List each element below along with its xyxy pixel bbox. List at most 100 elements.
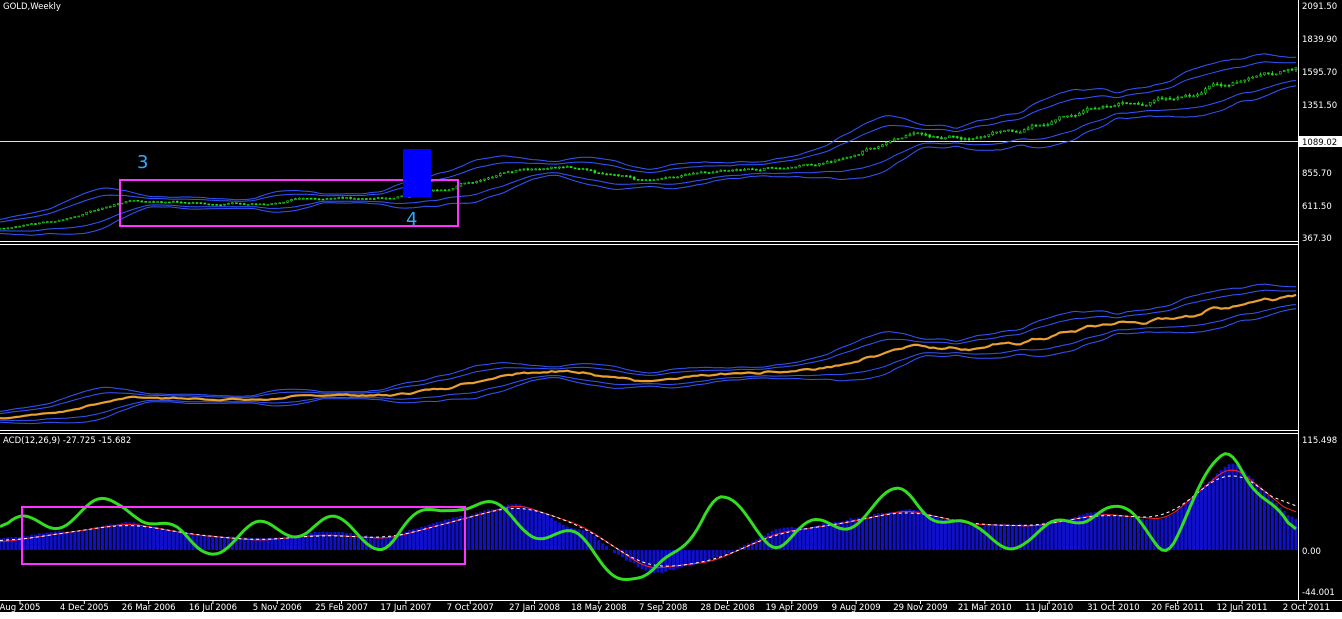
highlight-box-price[interactable] [119,179,459,227]
candle-body [1286,68,1290,72]
candle-body [888,140,892,143]
wave-4-label[interactable]: 4 [406,209,417,230]
acd-histogram-bar [2,537,6,551]
candle-body [298,198,301,200]
acd-histogram-bar [183,532,187,551]
acd-histogram-bar [356,535,360,551]
candle-body [680,175,683,178]
acd-histogram-bar [1294,518,1298,551]
acd-histogram-bar [116,523,120,551]
candle-body [1097,107,1101,110]
candle-body [601,172,604,175]
time-tick-label: 17 Jun 2007 [380,603,431,613]
candle-body [636,179,640,181]
acd-histogram-bar [498,507,502,551]
candle-body [743,169,746,171]
price-bollinger-bands [0,53,1297,236]
acd-histogram-bar [802,527,806,551]
candle-body [1105,106,1109,108]
acd-histogram-bar [286,537,290,551]
acd-histogram-bar [782,527,786,551]
indicator-title: ACD(12,26,9) -27.725 -15.682 [3,436,131,446]
acd-histogram-bar [81,530,85,551]
acd-histogram-bar [853,518,857,551]
acd-histogram-bar [959,522,963,551]
acd-histogram-bar [542,513,546,551]
candle-body [2,227,6,230]
acd-histogram-bar [589,532,593,551]
wave-3-label[interactable]: 3 [137,152,148,173]
acd-histogram-bar [636,550,640,568]
candle-body [1121,102,1124,104]
time-tick-label: 11 Jul 2010 [1025,603,1073,613]
acd-histogram-bar [219,536,223,551]
time-tick-label: 27 Jan 2008 [509,603,560,613]
acd-histogram-bar [766,533,770,551]
acd-histogram-bar [1156,518,1160,551]
acd-histogram-bar [226,536,230,551]
acd-histogram-bar [455,517,459,551]
acd-histogram-bar [26,536,30,551]
candle-body [77,215,81,218]
candle-body [10,227,14,229]
time-tick-label: 4 Dec 2005 [60,603,109,613]
time-tick-label: 7 Oct 2007 [447,603,494,613]
price-tick-label: 1351.50 [1302,101,1337,111]
acd-histogram-bar [494,508,498,551]
blue-marker-rectangle[interactable] [403,149,431,197]
acd-histogram-bar [936,517,940,551]
candle-body [885,142,888,146]
acd-histogram-bar [652,550,656,574]
candle-body [1156,97,1160,101]
candle-body [613,174,616,176]
acd-histogram-bar [215,536,219,551]
candle-body [731,169,734,172]
acd-histogram-bar [321,531,325,551]
acd-histogram-bar [967,525,971,551]
candle-body [443,189,447,192]
acd-histogram-bar [865,516,869,551]
price-band-line [0,61,1297,223]
candle-body [692,172,695,175]
acd-histogram-bar [238,536,242,551]
candle-body [1290,68,1294,71]
acd-histogram-bar [794,527,798,551]
candle-body [861,150,864,155]
candle-body [290,199,293,202]
candle-body [711,171,715,174]
acd-histogram-bar [774,529,778,551]
candle-body [172,201,175,203]
candle-body [1196,94,1199,97]
acd-histogram-bar [1192,496,1196,551]
acd-histogram-bar [1239,467,1243,551]
highlight-box-acd[interactable] [21,506,466,565]
acd-histogram-bar [1219,470,1223,551]
candle-body [353,198,356,200]
candle-body [487,177,490,180]
candle-body [676,176,679,179]
candle-body [707,172,711,174]
candle-body [1148,101,1152,106]
candle-body [156,201,159,203]
acd-histogram-bar [57,531,61,551]
candle-body [806,163,809,166]
acd-histogram-bar [1207,481,1211,551]
time-tick-label: 9 Aug 2009 [832,603,881,613]
acd-histogram-bar [1085,512,1089,551]
candle-body [195,202,199,204]
candle-body [869,147,872,150]
candle-body [959,137,963,140]
time-axis: Aug 2005 4 Dec 2005 26 Mar 2006 16 Jul 2006… [0,600,1330,613]
candle-body [1070,115,1073,117]
candle-body [810,163,813,166]
candle-body [1227,84,1231,87]
candle-body [751,168,754,171]
candle-body [621,175,624,177]
candle-body [821,162,825,165]
candle-body [1275,73,1278,76]
acd-histogram-bar [14,536,18,551]
acd-histogram-bar [372,536,376,551]
acd-histogram-bar [916,510,920,551]
current-price-label: 1089.02 [1302,138,1337,148]
